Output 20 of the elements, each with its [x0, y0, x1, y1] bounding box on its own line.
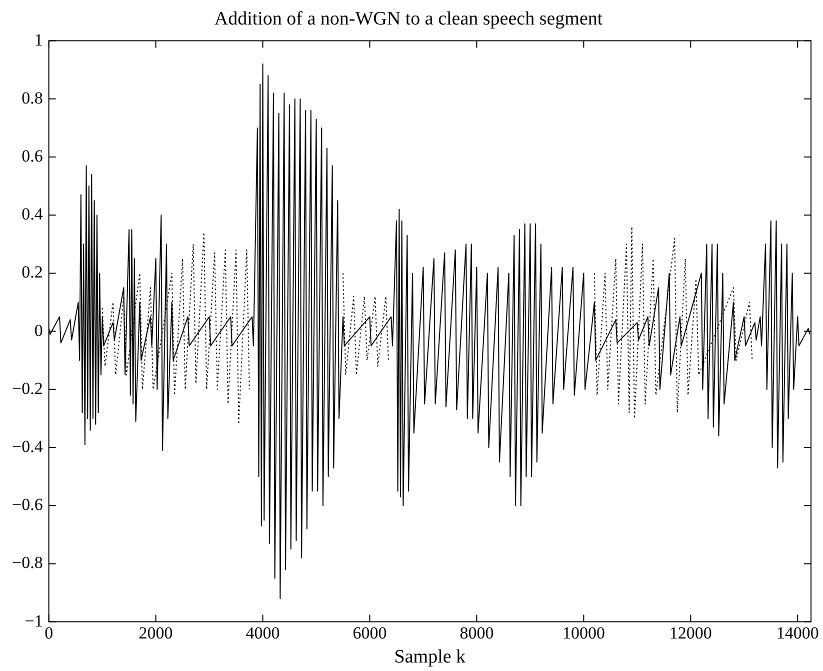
y-tick-label: −0.8	[12, 553, 43, 572]
y-tick-label: 0.2	[22, 262, 43, 282]
y-tick-label: 0.4	[22, 204, 44, 224]
y-tick-label: −1	[24, 611, 43, 630]
x-tick-label: 4000	[246, 623, 280, 642]
x-tick-label: 8000	[460, 623, 494, 642]
x-tick-label: 6000	[352, 623, 387, 642]
x-axis-title: Sample k	[394, 646, 466, 668]
y-tick-label: −0.6	[12, 495, 43, 514]
x-tick-label: 2000	[138, 623, 173, 642]
y-tick-label: 0.8	[22, 88, 43, 108]
y-tick-label: 1	[34, 30, 43, 50]
x-tick-label: 12000	[669, 623, 712, 642]
y-tick-label: 0	[34, 320, 43, 340]
y-tick-label: −0.2	[12, 378, 43, 398]
x-tick-label: 14000	[776, 623, 819, 642]
y-tick-label: 0.6	[22, 146, 43, 166]
y-tick-label: −0.4	[12, 436, 44, 456]
x-tick-label: 10000	[562, 623, 605, 642]
chart-title: Addition of a non-WGN to a clean speech segment	[214, 8, 604, 30]
